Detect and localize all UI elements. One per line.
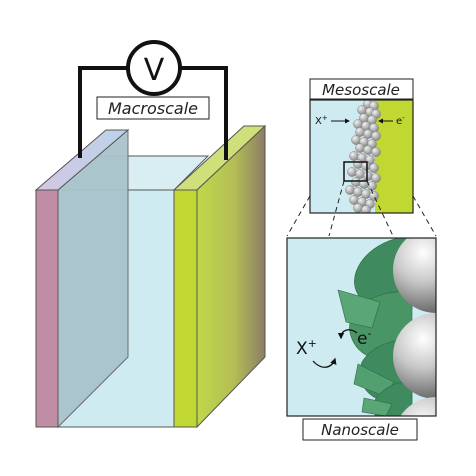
mesoscale-particle	[361, 189, 371, 199]
mesoscale-frame	[309, 99, 414, 214]
zoom-lines	[286, 180, 437, 237]
macroscale-cell: V Macroscale	[34, 40, 267, 429]
mesoscale-particle	[349, 151, 359, 161]
mesoscale-particle	[361, 205, 371, 213]
mesoscale-particle	[353, 159, 363, 169]
mesoscale-particle	[353, 203, 363, 213]
mesoscale-zoom-box	[343, 161, 368, 182]
voltmeter-circle	[126, 40, 182, 96]
circuit-wire	[78, 66, 127, 158]
mesoscale-particle	[349, 195, 359, 205]
mesoscale-label: Mesoscale	[322, 81, 400, 99]
macroscale-label-box	[96, 96, 210, 120]
circuit-wire-right	[181, 66, 228, 160]
mesoscale-particle	[369, 163, 379, 173]
mesoscale-particle	[369, 191, 379, 201]
mesoscale-panel: Mesoscale X+ e-	[309, 78, 414, 214]
mesoscale-ion-label: X+	[315, 114, 328, 127]
mesoscale-particle	[355, 169, 365, 179]
mesoscale-particle	[353, 119, 363, 129]
mesoscale-particle	[345, 185, 355, 195]
mesoscale-electron-label: e-	[396, 114, 405, 127]
voltmeter-symbol: V	[144, 53, 165, 88]
mesoscale-particle	[357, 105, 367, 115]
nanoscale-label: Nanoscale	[321, 421, 399, 439]
mesoscale-particle	[361, 161, 371, 171]
mesoscale-label-box	[309, 78, 414, 100]
nanoscale-ion-label: X+	[296, 337, 317, 359]
nanoscale-panel: X+ e- Nanoscale	[286, 237, 437, 441]
mesoscale-particle	[355, 127, 365, 137]
nanoscale-ion-arrow	[312, 357, 337, 368]
left-electrode-front-face	[35, 189, 59, 428]
mesoscale-particle	[363, 145, 373, 155]
mesoscale-particle	[371, 147, 381, 157]
mesoscale-particle	[363, 171, 373, 181]
right-electrode-front-face	[173, 189, 198, 428]
mesoscale-particle	[351, 177, 361, 187]
mesoscale-particle	[371, 173, 381, 183]
mesoscale-particle	[371, 131, 381, 141]
mesoscale-particle	[351, 135, 361, 145]
macroscale-label: Macroscale	[108, 99, 198, 118]
mesoscale-particle	[363, 129, 373, 139]
nanoscale-label-box	[302, 418, 418, 441]
nanoscale-electron-label: e-	[357, 327, 371, 349]
electrode-particle	[400, 397, 436, 416]
nanoscale-frame	[286, 237, 437, 417]
mesoscale-particle	[353, 187, 363, 197]
mesoscale-particle	[367, 181, 377, 191]
electrode-particle	[393, 313, 436, 399]
nanoscale-electron-arrow	[337, 329, 358, 340]
mesoscale-particle	[347, 167, 357, 177]
mesoscale-particle	[355, 143, 365, 153]
electrode-particle	[393, 238, 436, 313]
right-electrode-side-face	[196, 124, 266, 429]
mesoscale-electrode	[375, 100, 413, 213]
